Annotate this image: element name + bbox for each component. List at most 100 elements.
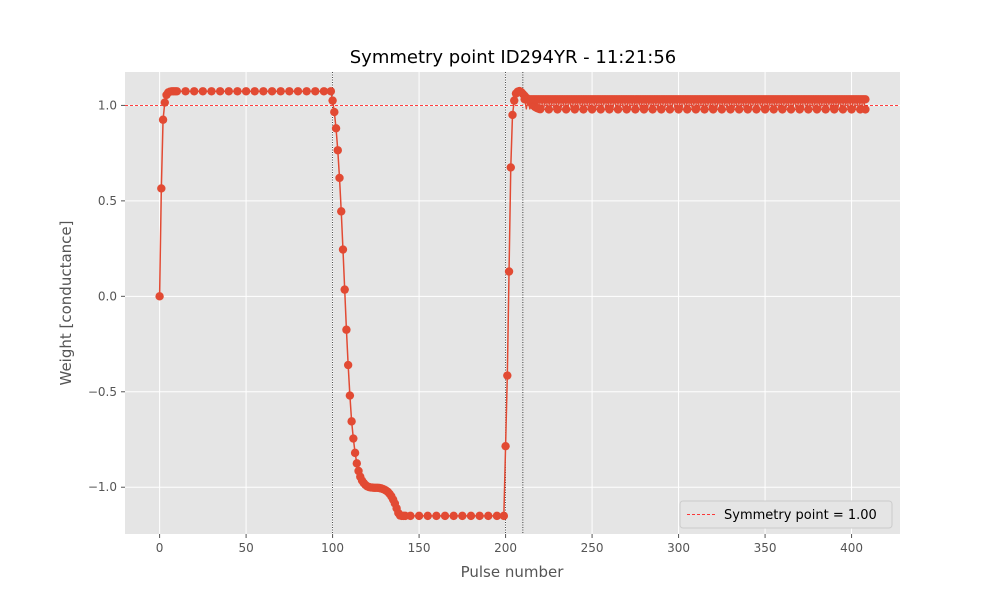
legend-box <box>679 500 893 529</box>
data-point <box>302 87 311 96</box>
data-point <box>786 105 796 114</box>
x-tick-label: 200 <box>494 541 517 555</box>
data-point <box>155 292 164 301</box>
data-point <box>484 511 493 521</box>
data-point <box>804 105 813 114</box>
x-axis-label: Pulse number <box>461 563 565 581</box>
data-point <box>622 105 631 114</box>
data-point <box>613 105 623 114</box>
data-point <box>406 511 415 521</box>
data-point <box>449 511 458 521</box>
y-tick-label: −0.5 <box>88 385 117 399</box>
data-point <box>821 105 830 114</box>
data-point <box>752 105 761 114</box>
x-tick-label: 400 <box>840 541 863 555</box>
data-point <box>276 87 285 96</box>
data-point <box>795 105 804 114</box>
data-point <box>760 105 770 114</box>
data-point <box>343 360 353 370</box>
data-point <box>665 105 675 114</box>
data-point <box>639 105 649 114</box>
data-point <box>605 105 614 114</box>
data-point <box>311 87 320 96</box>
data-point <box>330 107 339 117</box>
data-point <box>342 325 351 334</box>
data-point <box>769 105 778 114</box>
data-point <box>432 511 441 521</box>
plot-area <box>125 72 900 534</box>
data-point <box>683 105 692 114</box>
y-tick-label: 0.5 <box>98 194 117 208</box>
data-point <box>657 105 666 114</box>
x-tick-label: 350 <box>754 541 777 555</box>
data-point <box>734 105 744 114</box>
data-point <box>700 105 709 114</box>
data-point <box>499 511 509 521</box>
data-point <box>414 511 424 521</box>
data-point <box>259 87 268 96</box>
x-tick-label: 0 <box>156 541 164 555</box>
data-point <box>440 511 450 521</box>
data-point <box>838 105 848 114</box>
x-tick-label: 100 <box>321 541 344 555</box>
data-point <box>726 105 735 114</box>
data-point <box>337 207 346 216</box>
data-point <box>506 163 515 172</box>
x-tick-label: 150 <box>408 541 431 555</box>
data-point <box>508 110 517 120</box>
data-point <box>812 105 822 114</box>
data-point <box>157 184 166 193</box>
y-tick-label: 1.0 <box>98 98 117 112</box>
data-point <box>352 459 362 468</box>
data-point <box>561 105 571 114</box>
data-point <box>743 105 752 114</box>
data-point <box>674 105 683 114</box>
y-tick-label: 0.0 <box>98 289 117 303</box>
data-point <box>830 105 839 114</box>
data-point <box>250 87 259 96</box>
data-point <box>328 96 337 105</box>
legend-label: Symmetry point = 1.00 <box>724 508 877 523</box>
data-point <box>267 87 277 96</box>
data-point <box>587 105 597 114</box>
data-point <box>340 285 349 294</box>
data-point <box>423 511 432 521</box>
data-series <box>155 86 870 521</box>
data-point <box>335 173 344 183</box>
data-point <box>861 95 870 104</box>
data-point <box>349 434 358 443</box>
data-point <box>458 511 467 521</box>
data-point <box>475 511 484 521</box>
data-point <box>466 511 476 521</box>
data-point <box>503 371 512 380</box>
data-point <box>215 87 225 96</box>
data-point <box>501 441 510 451</box>
data-point <box>198 87 208 96</box>
chart-title: Symmetry point ID294YR - 11:21:56 <box>350 47 677 68</box>
data-point <box>717 105 727 114</box>
x-axis-ticks: 0 50 100 150 200 250 300 350 400 <box>156 534 863 555</box>
data-point <box>331 124 341 133</box>
legend: Symmetry point = 1.00 <box>679 500 893 529</box>
y-axis-label: Weight [conductance] <box>57 221 75 386</box>
data-point <box>579 105 588 114</box>
y-axis-ticks: −1.0 −0.5 0.0 0.5 1.0 <box>88 98 125 494</box>
x-tick-label: 250 <box>581 541 604 555</box>
data-point <box>207 87 216 96</box>
data-point <box>158 115 168 124</box>
data-point <box>708 105 718 114</box>
data-point <box>160 98 169 107</box>
data-point <box>648 105 657 114</box>
data-point <box>333 146 342 155</box>
data-point <box>189 87 199 96</box>
data-point <box>319 87 329 96</box>
data-point <box>172 87 182 96</box>
data-point <box>861 105 870 114</box>
data-point <box>570 105 579 114</box>
data-point <box>181 87 190 96</box>
data-point <box>233 87 242 96</box>
data-point <box>691 105 701 114</box>
data-point <box>535 105 545 114</box>
data-point <box>347 417 356 426</box>
